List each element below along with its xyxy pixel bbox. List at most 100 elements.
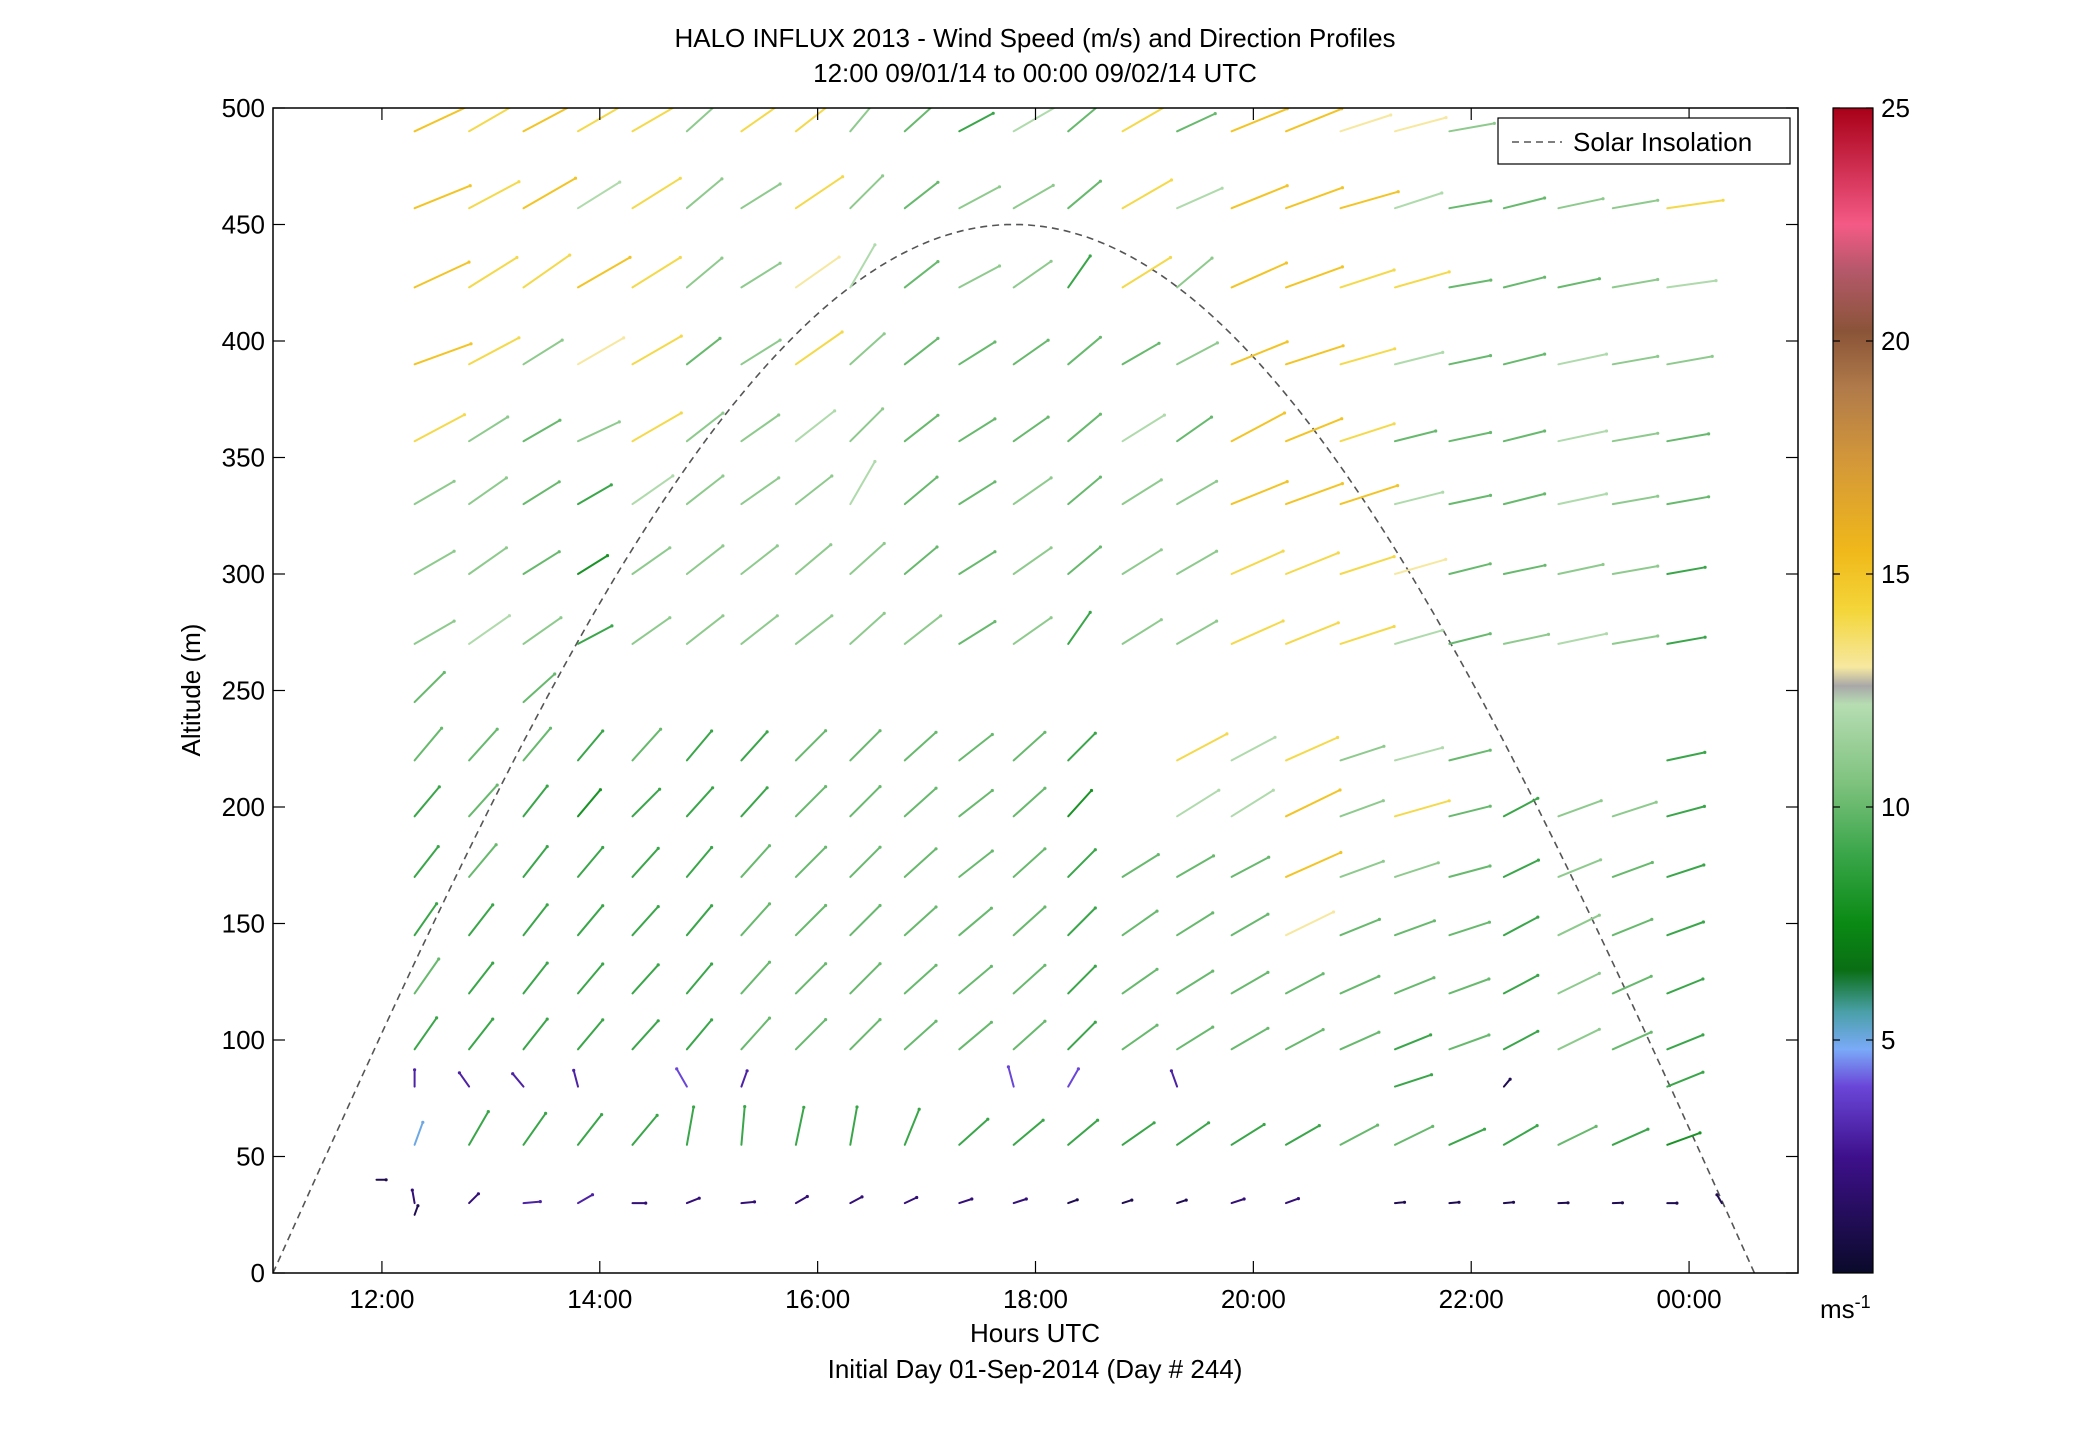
wind-vector-tip — [878, 846, 881, 849]
wind-vector-tip — [721, 544, 724, 547]
wind-vector-tip — [698, 1197, 701, 1200]
plot-frame — [273, 108, 1798, 1273]
wind-vector — [578, 1195, 593, 1203]
wind-vector-tip — [1283, 411, 1286, 414]
wind-vector — [687, 546, 723, 574]
wind-vector — [1286, 267, 1342, 288]
wind-vector — [1449, 1129, 1484, 1145]
wind-vector-tip — [1707, 495, 1710, 498]
wind-vector-tip — [1322, 1028, 1325, 1031]
wind-vector — [1504, 860, 1539, 877]
wind-vector-tip — [1155, 1024, 1158, 1027]
wind-vector — [524, 420, 560, 441]
wind-vector — [850, 544, 884, 575]
wind-vector — [1558, 431, 1606, 441]
wind-vector — [850, 964, 880, 994]
wind-vector — [1613, 863, 1653, 877]
wind-vector-tip — [561, 339, 564, 342]
wind-vector-tip — [546, 845, 549, 848]
wind-vector — [578, 338, 624, 364]
wind-vector — [687, 179, 722, 208]
wind-vector — [524, 963, 548, 993]
wind-vector-tip — [839, 95, 842, 98]
wind-vector — [741, 1018, 769, 1049]
wind-vector-tip — [1393, 555, 1396, 558]
wind-vector — [415, 673, 445, 703]
wind-vector — [796, 616, 832, 644]
wind-vector-tip — [1377, 975, 1380, 978]
wind-vector-tip — [779, 339, 782, 342]
wind-vector — [1232, 737, 1275, 760]
wind-vector-tip — [768, 844, 771, 847]
wind-vector-tip — [1656, 199, 1659, 202]
wind-vector-tip — [553, 672, 556, 675]
wind-vector — [905, 732, 936, 760]
wind-vector-tip — [841, 330, 844, 333]
wind-vector-tip — [1601, 563, 1604, 566]
wind-vector-tip — [934, 102, 937, 105]
x-tick-label: 20:00 — [1221, 1284, 1286, 1314]
wind-vector-tip — [1701, 1033, 1704, 1036]
wind-vector-tip — [1286, 340, 1289, 343]
wind-vector — [1177, 258, 1212, 287]
wind-vector-tip — [1656, 495, 1659, 498]
wind-vector-tip — [860, 1195, 863, 1198]
wind-vector-tip — [993, 340, 996, 343]
wind-vector-tip — [1605, 492, 1608, 495]
wind-vector — [1068, 1120, 1097, 1145]
wind-vector — [850, 176, 882, 208]
wind-vector-tip — [993, 550, 996, 553]
wind-vector — [469, 1194, 478, 1203]
wind-vector-tip — [692, 1105, 695, 1108]
y-tick-label: 200 — [222, 792, 265, 822]
wind-vector — [687, 1020, 712, 1049]
y-tick-label: 350 — [222, 443, 265, 473]
wind-vector-tip — [1377, 1031, 1380, 1034]
wind-vector-tip — [993, 417, 996, 420]
wind-vector — [741, 904, 769, 935]
wind-vector — [741, 340, 780, 364]
wind-vector-tip — [591, 1193, 594, 1196]
wind-vector — [1449, 495, 1490, 504]
wind-vector — [1286, 738, 1338, 761]
wind-vector — [905, 477, 937, 504]
wind-vector-tip — [1595, 1125, 1598, 1128]
wind-vector — [687, 848, 712, 877]
wind-vector-tip — [1430, 1073, 1433, 1076]
wind-vector — [1014, 478, 1051, 504]
wind-vector — [796, 411, 835, 441]
wind-vector — [905, 1021, 936, 1049]
y-tick-label: 50 — [236, 1142, 265, 1172]
wind-vector-tip — [1605, 632, 1608, 635]
wind-vector-tip — [719, 99, 722, 102]
wind-vector — [1449, 979, 1489, 993]
wind-vector-tip — [1605, 429, 1608, 432]
wind-vector — [513, 1074, 524, 1087]
wind-vector — [1558, 279, 1599, 288]
y-axis-label: Altitude (m) — [176, 624, 206, 757]
wind-vector-tip — [990, 1021, 993, 1024]
wind-vector — [1449, 280, 1490, 287]
wind-vector-tip — [1393, 268, 1396, 271]
wind-vector — [578, 1115, 602, 1145]
wind-vector — [1068, 612, 1090, 644]
wind-vector — [1171, 1071, 1177, 1087]
wind-vector-tip — [539, 1200, 542, 1203]
wind-vector — [524, 674, 555, 702]
wind-vector-tip — [1650, 975, 1653, 978]
wind-vector-tip — [1547, 633, 1550, 636]
wind-vector-tip — [1337, 551, 1340, 554]
wind-vector — [1395, 748, 1443, 761]
wind-vector — [1449, 433, 1490, 442]
wind-vector — [1123, 343, 1159, 364]
wind-vector-tip — [1050, 260, 1053, 263]
wind-vector — [1123, 550, 1162, 574]
wind-vector — [1504, 1031, 1538, 1049]
wind-vector — [1667, 356, 1712, 364]
wind-vector-tip — [1703, 805, 1706, 808]
wind-vector — [1395, 272, 1449, 288]
y-tick-label: 100 — [222, 1025, 265, 1055]
wind-vector-tip — [679, 256, 682, 259]
wind-vector — [850, 847, 880, 877]
